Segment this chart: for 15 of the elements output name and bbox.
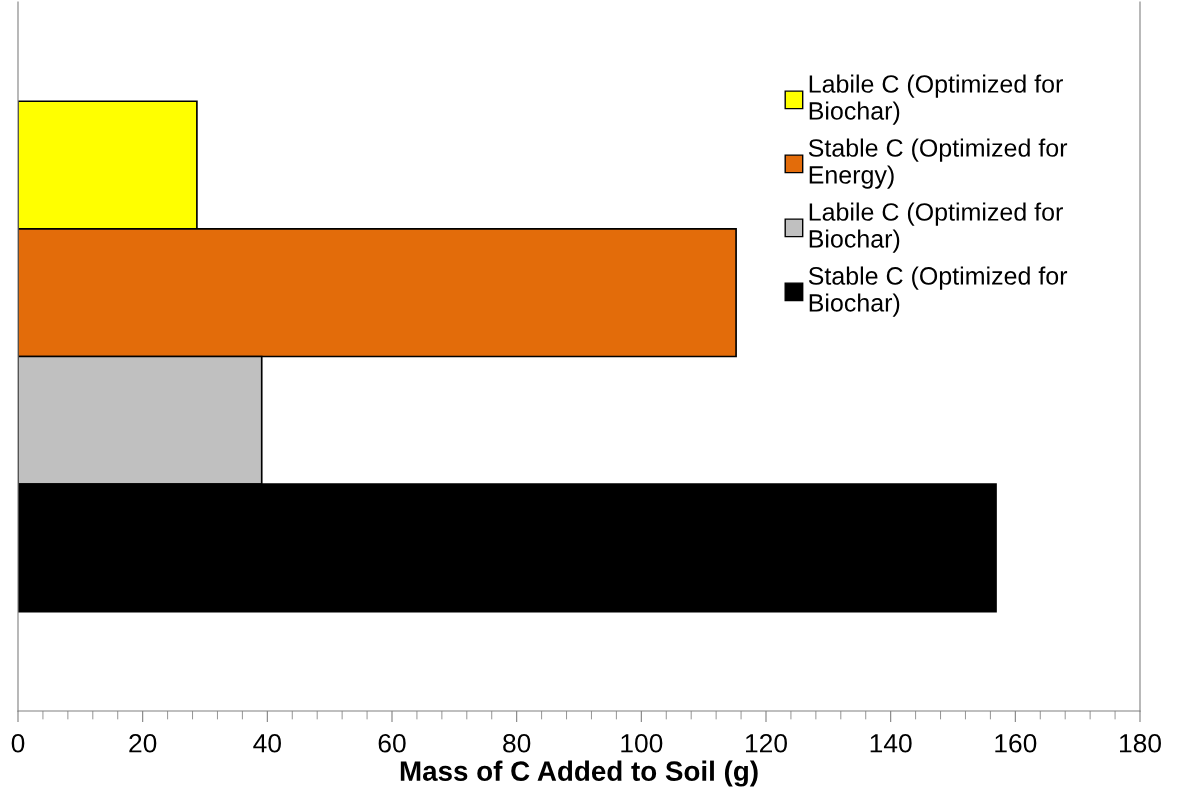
x-axis-title: Mass of C Added to Soil (g)	[400, 760, 758, 787]
x-tick-label: 80	[503, 733, 531, 753]
x-tick-label: 180	[1120, 733, 1161, 753]
x-tick-label: 60	[378, 733, 406, 753]
x-tick-label: 160	[995, 733, 1037, 753]
x-tick-label: 40	[253, 733, 281, 753]
x-tick-label: 100	[621, 733, 663, 753]
legend-label: Stable C (Optimized for Energy)	[808, 138, 1068, 189]
x-tick-label: 20	[129, 733, 157, 753]
legend-label: Labile C (Optimized for Biochar)	[809, 202, 1063, 253]
legend-label: Labile C (Optimized for Biochar)	[809, 74, 1063, 125]
x-tick-label: 0	[11, 733, 25, 753]
x-tick-label: 140	[870, 733, 912, 753]
legend-label: Stable C (Optimized for Biochar)	[808, 266, 1068, 317]
x-tick-label: 120	[746, 733, 787, 753]
